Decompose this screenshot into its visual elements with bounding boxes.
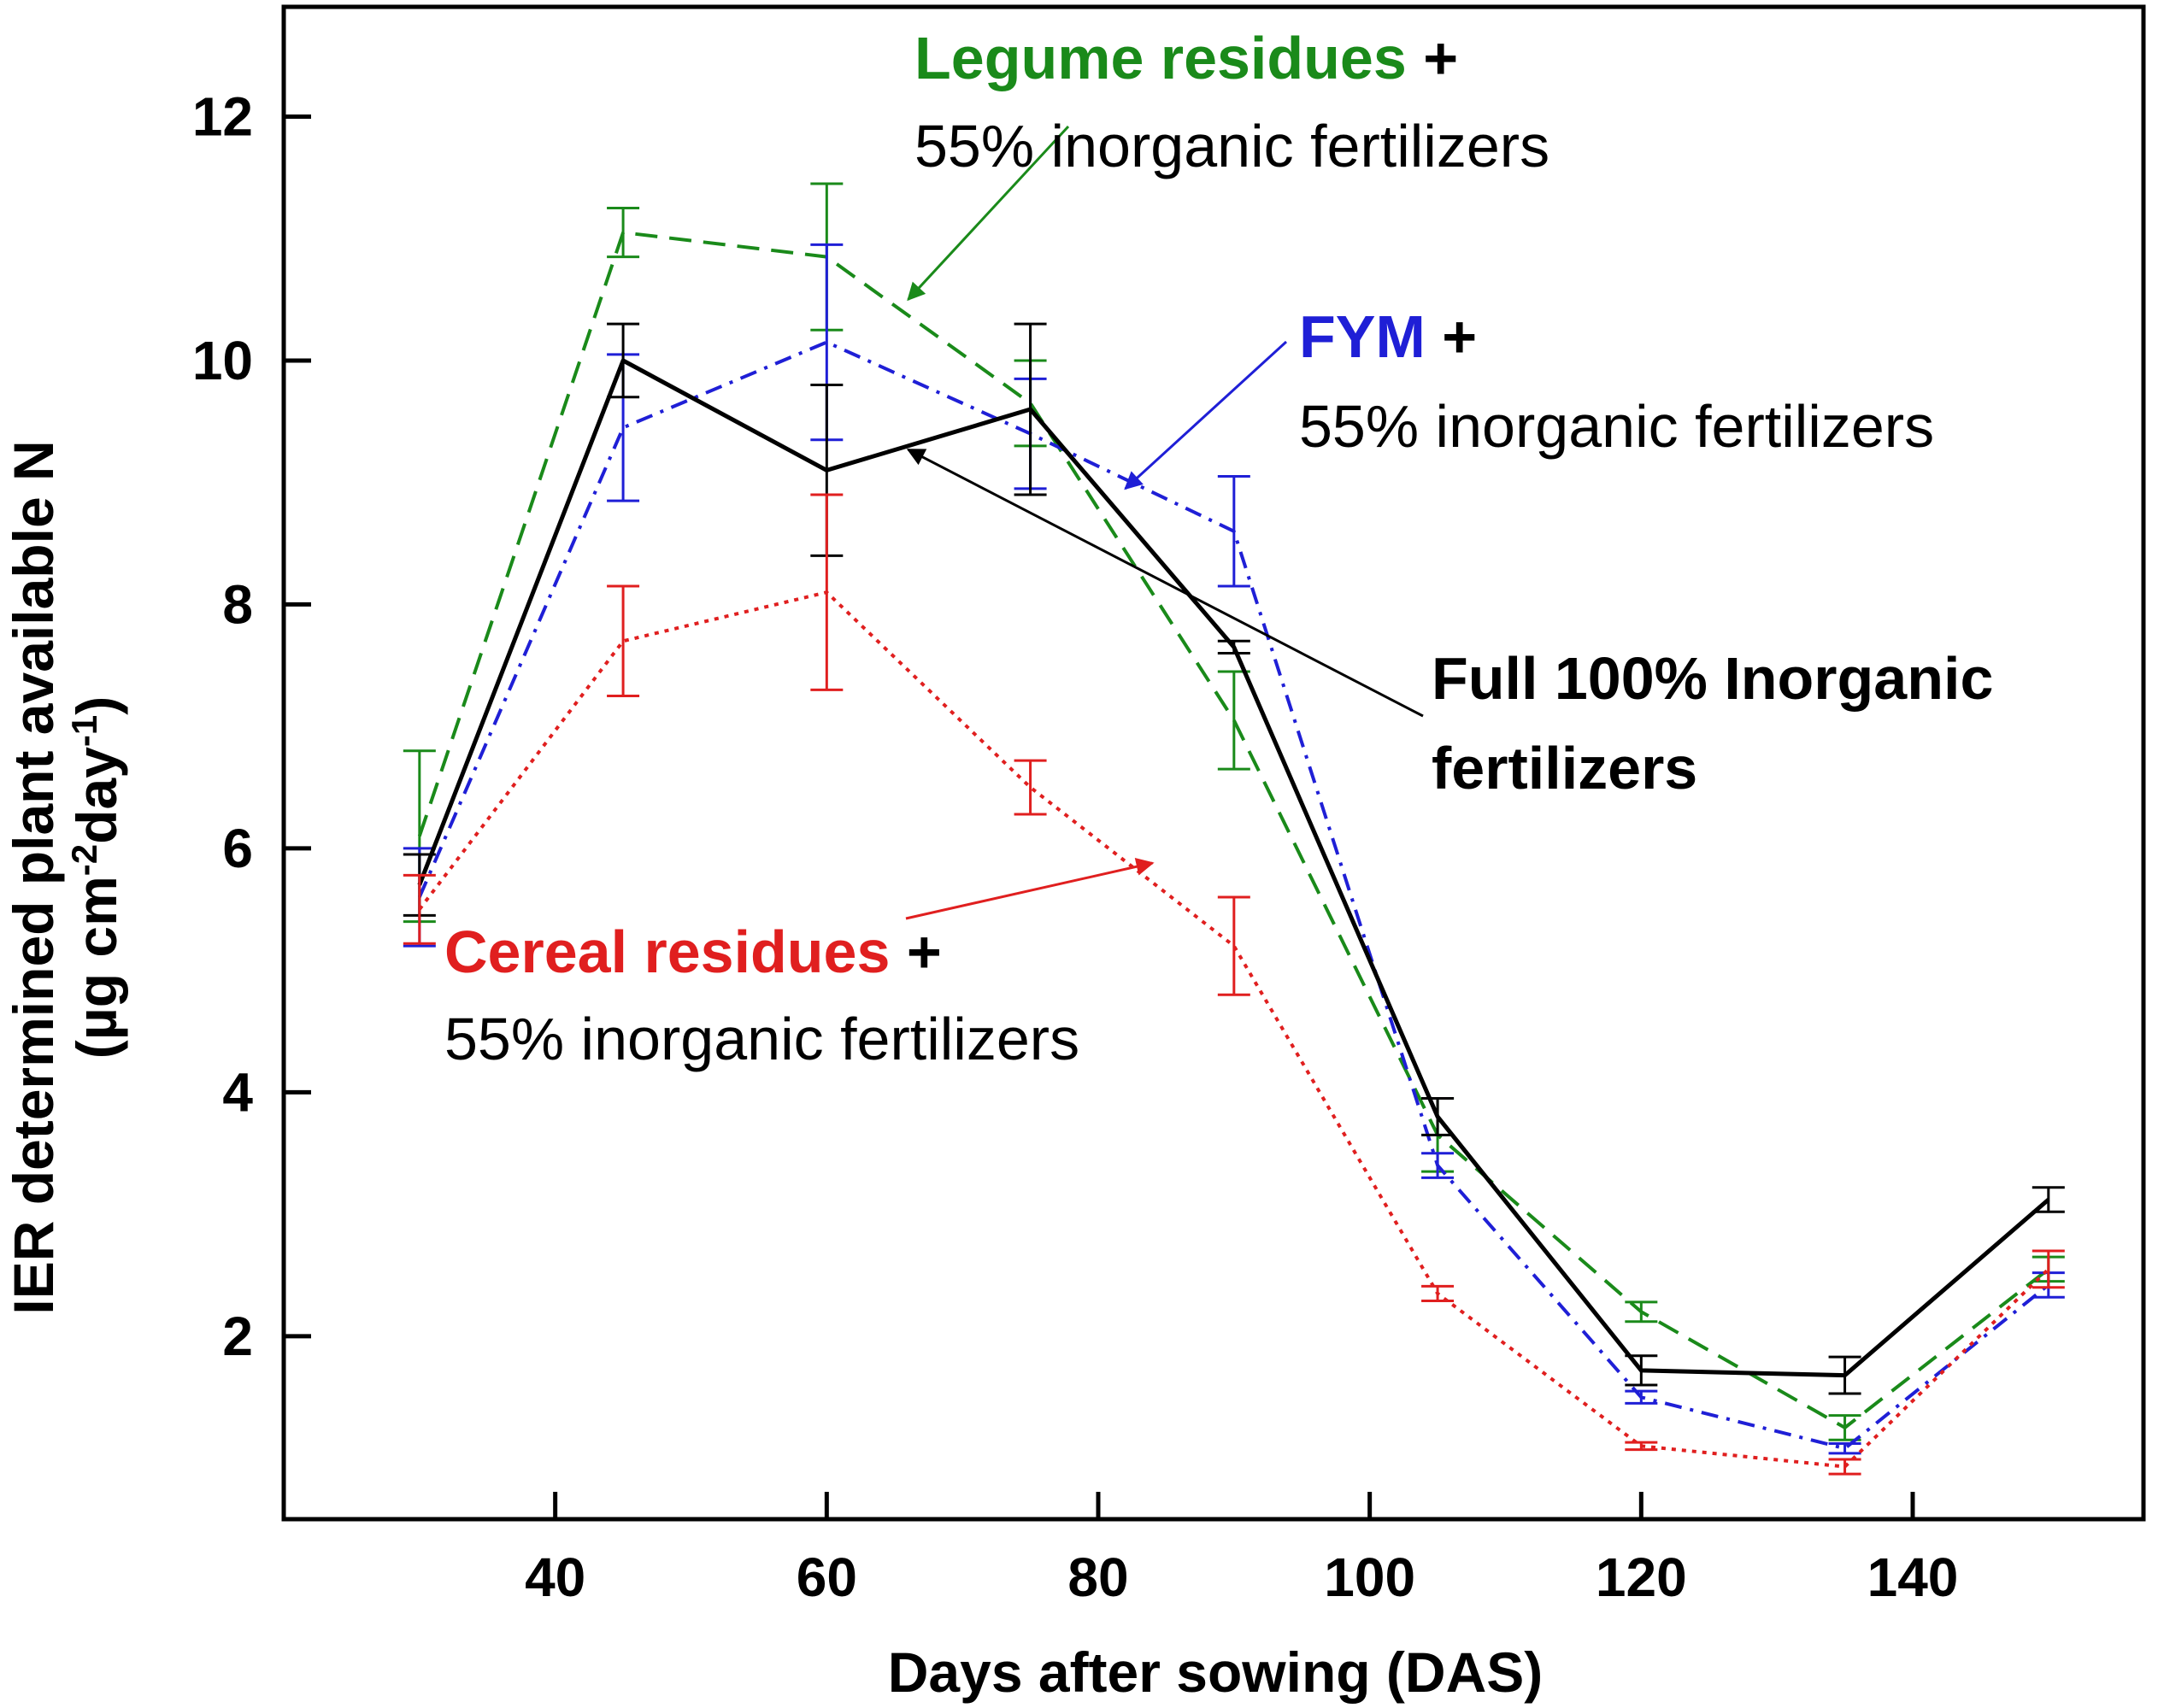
- annotation-full-line1: Full 100% Inorganic: [1432, 645, 1993, 712]
- error-bar-3-2: [810, 493, 844, 691]
- error-bar-0-7: [1828, 1414, 1861, 1441]
- y-axis-title-line1: IER determined plant available N: [2, 440, 65, 1314]
- x-tick-label-80: 80: [1067, 1547, 1128, 1608]
- error-bar-3-5: [1421, 1284, 1455, 1302]
- plot-frame: [281, 4, 2146, 1522]
- error-bar-3-8: [2032, 1249, 2065, 1289]
- error-bar-0-6: [1625, 1300, 1658, 1324]
- y-tick-label-12: 12: [192, 85, 253, 147]
- error-bar-3-4: [1217, 895, 1250, 996]
- annotation-cereal: Cereal residues + 55% inorganic fertiliz…: [444, 919, 1079, 1072]
- y-tick-label-6: 6: [222, 818, 253, 879]
- error-bar-3-7: [1828, 1458, 1861, 1476]
- y-axis-title: IER determined plant available N (µg cm-…: [2, 440, 128, 1314]
- x-tick-label-140: 140: [1867, 1547, 1959, 1608]
- axis-ticks: 40 60 80 100 120 140 2 4 6 8 10 12: [192, 85, 1959, 1608]
- error-bar-0-4: [1217, 670, 1250, 771]
- error-bar-0-1: [607, 207, 640, 259]
- error-bar-3-1: [607, 584, 640, 697]
- error-bar-2-7: [1828, 1355, 1861, 1395]
- annotation-cereal-line1: Cereal residues +: [444, 919, 942, 985]
- error-bar-2-5: [1421, 1097, 1455, 1136]
- annotation-fym: FYM + 55% inorganic fertilizers: [1299, 303, 1934, 460]
- annotation-full: Full 100% Inorganic fertilizers: [1432, 645, 1993, 801]
- error-bar-1-5: [1421, 1152, 1455, 1179]
- error-bar-1-7: [1828, 1442, 1861, 1455]
- x-tick-label-60: 60: [797, 1547, 857, 1608]
- error-bar-2-6: [1625, 1354, 1658, 1387]
- annotation-fym-line1: FYM +: [1299, 303, 1477, 370]
- annotation-fym-line2: 55% inorganic fertilizers: [1299, 393, 1934, 460]
- series-3: [403, 493, 2065, 1476]
- annotation-legume-line1: Legume residues +: [914, 25, 1458, 91]
- error-bar-3-0: [403, 873, 436, 945]
- series-0: [403, 182, 2065, 1441]
- x-axis-title: Days after sowing (DAS): [888, 1641, 1543, 1704]
- annotation-arrow-full: [906, 448, 1424, 718]
- series-line-3: [418, 590, 2050, 1469]
- x-tick-label-40: 40: [525, 1547, 585, 1608]
- annotation-legume-line2: 55% inorganic fertilizers: [914, 113, 1549, 179]
- annotation-arrows: [905, 125, 1424, 920]
- x-tick-label-100: 100: [1324, 1547, 1415, 1608]
- annotation-arrow-legume: [907, 125, 1070, 302]
- error-bar-3-6: [1625, 1441, 1658, 1452]
- series-line-0: [417, 231, 2050, 1429]
- error-bar-2-8: [2032, 1186, 2065, 1213]
- y-axis-title-line2: (µg cm-2day-1): [64, 696, 129, 1059]
- series-layer: [403, 182, 2065, 1476]
- annotation-full-line2: fertilizers: [1432, 735, 1697, 801]
- error-bar-2-1: [607, 322, 640, 399]
- error-bar-2-4: [1217, 639, 1250, 655]
- annotation-arrow-fym: [1124, 340, 1288, 490]
- error-bar-2-3: [1014, 322, 1047, 496]
- annotation-arrow-cereal: [905, 857, 1155, 920]
- y-tick-label-2: 2: [222, 1306, 253, 1367]
- y-tick-label-10: 10: [192, 330, 253, 391]
- y-tick-label-4: 4: [222, 1061, 253, 1123]
- y-tick-label-8: 8: [222, 573, 253, 635]
- error-bar-3-3: [1014, 759, 1047, 816]
- x-tick-label-120: 120: [1596, 1547, 1687, 1608]
- annotation-legume: Legume residues + 55% inorganic fertiliz…: [914, 25, 1549, 179]
- annotation-cereal-line2: 55% inorganic fertilizers: [444, 1006, 1079, 1072]
- error-bar-1-6: [1625, 1389, 1658, 1405]
- error-bar-1-4: [1217, 475, 1250, 588]
